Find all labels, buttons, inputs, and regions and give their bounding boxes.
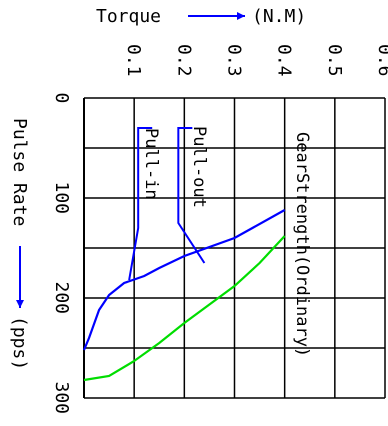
y-tick-label-5: 0.6 <box>374 44 388 77</box>
x-axis-arrow-head <box>16 300 24 308</box>
x-tick-labels: 0 100 200 300 <box>51 93 72 415</box>
y-tick-label-1: 0.2 <box>173 44 194 77</box>
pull-out-leader <box>177 127 206 264</box>
x-unit-label: (pps) <box>9 316 30 370</box>
annotation-pull-out: Pull-out <box>189 126 209 208</box>
annotation-gear-strength: GearStrength(Ordinary) <box>292 132 312 357</box>
x-tick-label-2: 200 <box>51 282 72 315</box>
pull-in-leader <box>128 127 153 281</box>
pull-out-curve <box>83 235 286 382</box>
x-tick-label-3: 300 <box>51 382 72 415</box>
y-quantity-label: Torque <box>96 6 161 27</box>
x-tick-label-0: 0 <box>51 93 72 104</box>
y-tick-label-2: 0.3 <box>224 44 245 77</box>
pull-in-curve <box>82 209 286 351</box>
y-tick-label-4: 0.5 <box>324 44 345 77</box>
x-quantity-label: Pulse Rate <box>9 118 30 226</box>
grid <box>83 97 386 399</box>
x-tick-label-1: 100 <box>51 182 72 215</box>
annotation-pull-in: Pull-in <box>141 128 161 200</box>
y-unit-label: (N.M) <box>252 6 306 27</box>
curves <box>82 127 286 382</box>
y-axis-arrow-head <box>237 12 245 20</box>
y-tick-label-0: 0.1 <box>123 44 144 77</box>
y-tick-labels: 0.1 0.2 0.3 0.4 0.5 0.6 <box>123 44 388 77</box>
y-tick-label-3: 0.4 <box>274 44 295 77</box>
